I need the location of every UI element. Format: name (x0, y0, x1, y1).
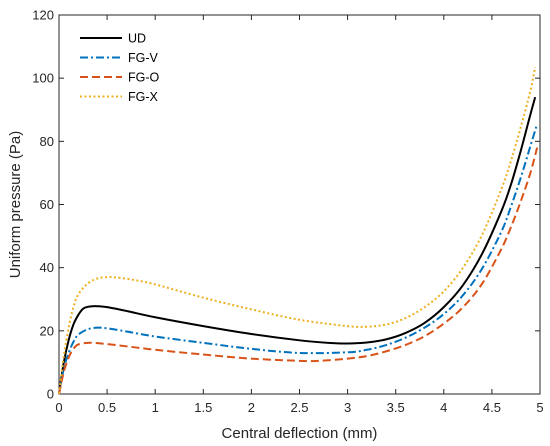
x-tick-label: 2 (248, 400, 255, 415)
x-tick-label: 2.5 (290, 400, 308, 415)
x-tick-label: 1 (152, 400, 159, 415)
series-line-fg-v (58, 123, 539, 395)
legend-label: FG-X (128, 90, 159, 104)
x-axis-ticks: 0 0.5 1 1.5 2 2.5 3 3.5 4 4.5 5 (55, 15, 544, 415)
y-tick-label: 40 (40, 260, 54, 275)
legend-label: UD (128, 32, 146, 46)
x-tick-label: 5 (536, 400, 543, 415)
series-line-fg-o (58, 147, 539, 395)
x-tick-label: 4.5 (483, 400, 501, 415)
x-tick-label: 0 (55, 400, 62, 415)
y-tick-label: 120 (32, 8, 54, 23)
y-tick-label: 80 (40, 134, 54, 149)
x-tick-label: 3 (344, 400, 351, 415)
y-tick-label: 20 (40, 323, 54, 338)
plot-frame (58, 14, 541, 395)
y-axis-ticks: 0 20 40 60 80 100 120 (32, 8, 540, 402)
x-tick-label: 0.5 (98, 400, 116, 415)
series-layer (58, 66, 539, 395)
y-tick-label: 60 (40, 197, 54, 212)
y-tick-label: 100 (32, 71, 54, 86)
y-tick-label: 0 (47, 387, 54, 402)
x-axis-label: Central deflection (mm) (222, 425, 378, 442)
x-tick-label: 3.5 (387, 400, 405, 415)
x-tick-label: 4 (440, 400, 447, 415)
legend-label: FG-O (128, 71, 160, 85)
series-line-ud (58, 96, 537, 395)
legend: UD FG-V FG-O FG-X (80, 32, 160, 104)
plot-area (58, 14, 541, 395)
y-axis-label: Uniform pressure (Pa) (7, 131, 24, 279)
legend-label: FG-V (128, 51, 159, 65)
series-line-fg-x (58, 66, 537, 395)
x-tick-label: 1.5 (194, 400, 212, 415)
